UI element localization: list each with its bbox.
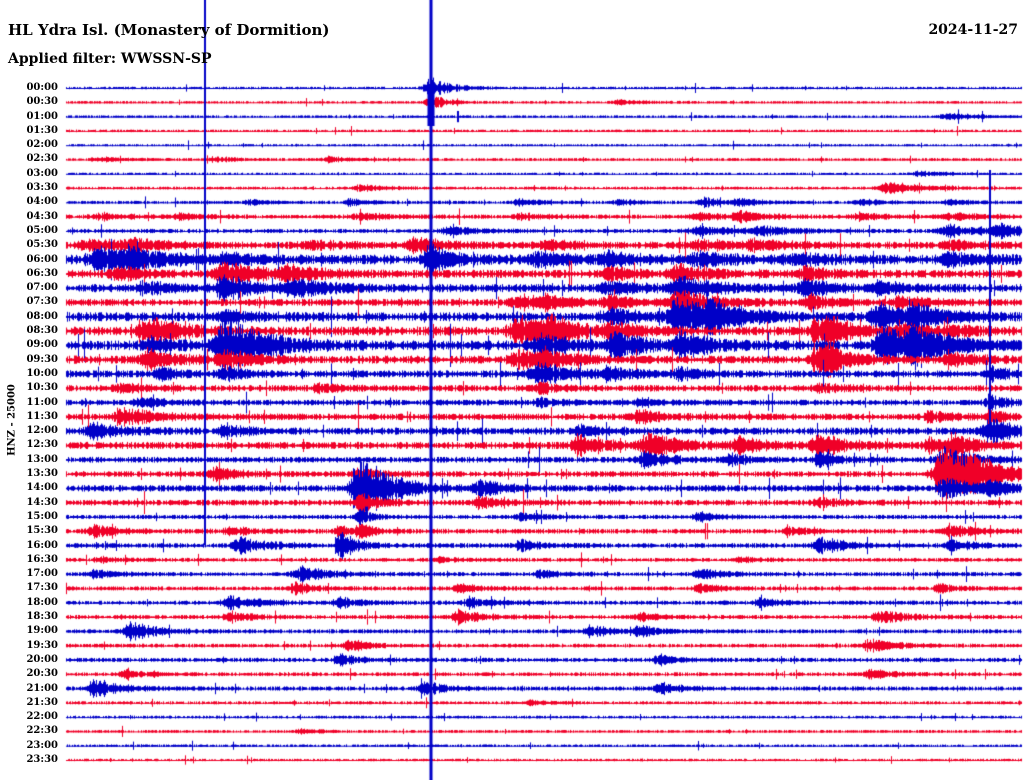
helicorder-plot	[0, 0, 1024, 780]
helicorder-page: HL Ydra Isl. (Monastery of Dormition) 20…	[0, 0, 1024, 780]
